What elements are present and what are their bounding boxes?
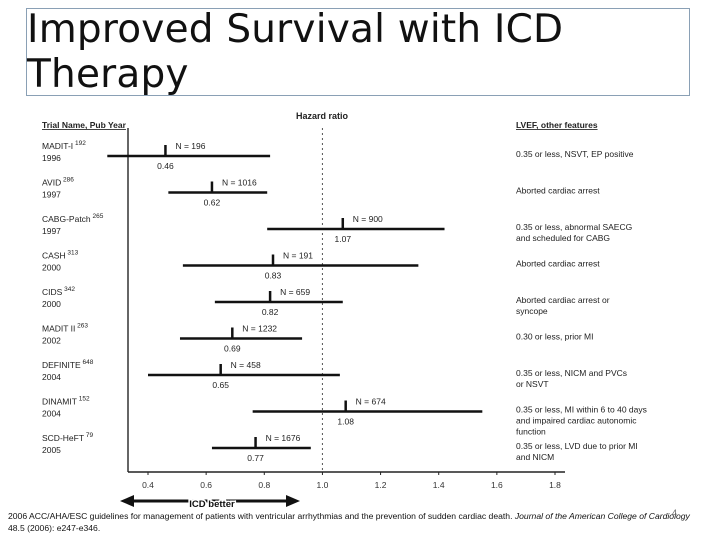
trial-name: DINAMIT 152 xyxy=(42,396,90,407)
n-label: N = 659 xyxy=(280,287,310,297)
trial-year: 2005 xyxy=(42,445,61,455)
title-box: Improved Survival with ICD Therapy xyxy=(26,7,690,97)
hazard-ratio-label: 0.69 xyxy=(224,344,241,354)
trial-year: 2000 xyxy=(42,263,61,273)
citation-journal: Journal of the American College of Cardi… xyxy=(514,511,690,521)
trial-features: Aborted cardiac arrest or xyxy=(516,295,610,305)
trial-name-text: DEFINITE xyxy=(42,360,81,370)
trial-year: 1997 xyxy=(42,190,61,200)
trial-features: 0.35 or less, LVD due to prior MI xyxy=(516,441,638,451)
slide-title: Improved Survival with ICD Therapy xyxy=(27,7,564,97)
trial-name-text: MADIT-I xyxy=(42,141,73,151)
trial-reference: 263 xyxy=(75,323,88,330)
trial-reference: 286 xyxy=(61,177,74,184)
trial-name: AVID 286 xyxy=(42,177,74,188)
x-axis-label: ICD better xyxy=(189,499,235,510)
trial-reference: 265 xyxy=(91,213,104,220)
trial-features: function xyxy=(516,427,546,437)
trial-features: 0.35 or less, abnormal SAECG xyxy=(516,222,632,232)
chart-title: Hazard ratio xyxy=(296,111,349,121)
trial-year: 2002 xyxy=(42,336,61,346)
hazard-ratio-label: 1.07 xyxy=(335,234,352,244)
n-label: N = 458 xyxy=(231,360,261,370)
trial-features: 0.35 or less, MI within 6 to 40 days xyxy=(516,405,647,415)
n-label: N = 1232 xyxy=(242,324,277,334)
trial-name: CASH 313 xyxy=(42,250,79,261)
x-tick-label: 0.6 xyxy=(200,480,212,490)
trial-name-text: AVID xyxy=(42,178,61,188)
n-label: N = 191 xyxy=(283,251,313,261)
trial-year: 2004 xyxy=(42,372,61,382)
hazard-ratio-label: 0.83 xyxy=(265,271,282,281)
hazard-ratio-label: 0.77 xyxy=(247,453,264,463)
x-tick-label: 1.2 xyxy=(375,480,387,490)
trial-features: 0.35 or less, NSVT, EP positive xyxy=(516,149,634,159)
trial-reference: 342 xyxy=(62,286,75,293)
trial-features: and impaired cardiac autonomic xyxy=(516,416,637,426)
trial-name-text: CIDS xyxy=(42,287,63,297)
n-label: N = 1016 xyxy=(222,178,257,188)
trial-name: SCD-HeFT 79 xyxy=(42,432,93,443)
citation-details: 48.5 (2006): e247-e346. xyxy=(8,523,101,533)
trial-name-text: SCD-HeFT xyxy=(42,433,84,443)
x-tick-label: 1.4 xyxy=(433,480,445,490)
x-tick-label: 1.6 xyxy=(491,480,503,490)
trial-name-text: DINAMIT xyxy=(42,397,77,407)
left-column-header: Trial Name, Pub Year xyxy=(42,120,127,130)
hazard-ratio-label: 1.08 xyxy=(337,417,354,427)
trial-features: syncope xyxy=(516,306,548,316)
trial-name-text: MADIT II xyxy=(42,324,75,334)
trial-reference: 648 xyxy=(81,359,94,366)
citation: 2006 ACC/AHA/ESC guidelines for manageme… xyxy=(8,510,708,534)
n-label: N = 1676 xyxy=(266,433,301,443)
x-tick-label: 1.0 xyxy=(317,480,329,490)
trial-features: Aborted cardiac arrest xyxy=(516,259,600,269)
trial-name: CIDS 342 xyxy=(42,286,75,297)
arrow-head-right xyxy=(286,495,300,507)
trial-name: DEFINITE 648 xyxy=(42,359,94,370)
trial-features: Aborted cardiac arrest xyxy=(516,186,600,196)
trial-features: 0.30 or less, prior MI xyxy=(516,332,593,342)
trial-reference: 152 xyxy=(77,396,90,403)
trial-name: CABG-Patch 265 xyxy=(42,213,104,224)
trial-year: 2004 xyxy=(42,409,61,419)
trial-features: or NSVT xyxy=(516,379,549,389)
x-tick-label: 1.8 xyxy=(549,480,561,490)
n-label: N = 196 xyxy=(175,141,205,151)
n-label: N = 674 xyxy=(356,397,386,407)
trial-reference: 79 xyxy=(84,432,93,439)
trial-features: and scheduled for CABG xyxy=(516,233,610,243)
arrow-head-left xyxy=(120,495,134,507)
hazard-ratio-label: 0.62 xyxy=(204,198,221,208)
trial-name-text: CASH xyxy=(42,251,66,261)
x-tick-label: 0.4 xyxy=(142,480,154,490)
trial-year: 1997 xyxy=(42,226,61,236)
right-column-header: LVEF, other features xyxy=(516,120,598,130)
trial-features: 0.35 or less, NICM and PVCs xyxy=(516,368,627,378)
trial-reference: 192 xyxy=(73,140,86,147)
x-tick-label: 0.8 xyxy=(258,480,270,490)
page-number: 4 xyxy=(672,508,678,518)
trial-year: 1996 xyxy=(42,153,61,163)
trial-name: MADIT-I 192 xyxy=(42,140,86,151)
hazard-ratio-label: 0.46 xyxy=(157,161,174,171)
citation-text: 2006 ACC/AHA/ESC guidelines for manageme… xyxy=(8,511,515,521)
hazard-ratio-label: 0.65 xyxy=(212,380,229,390)
n-label: N = 900 xyxy=(353,214,383,224)
trial-year: 2000 xyxy=(42,299,61,309)
trial-reference: 313 xyxy=(66,250,79,257)
trial-features: and NICM xyxy=(516,452,554,462)
trial-name: MADIT II 263 xyxy=(42,323,88,334)
trial-name-text: CABG-Patch xyxy=(42,214,91,224)
hazard-ratio-label: 0.82 xyxy=(262,307,279,317)
